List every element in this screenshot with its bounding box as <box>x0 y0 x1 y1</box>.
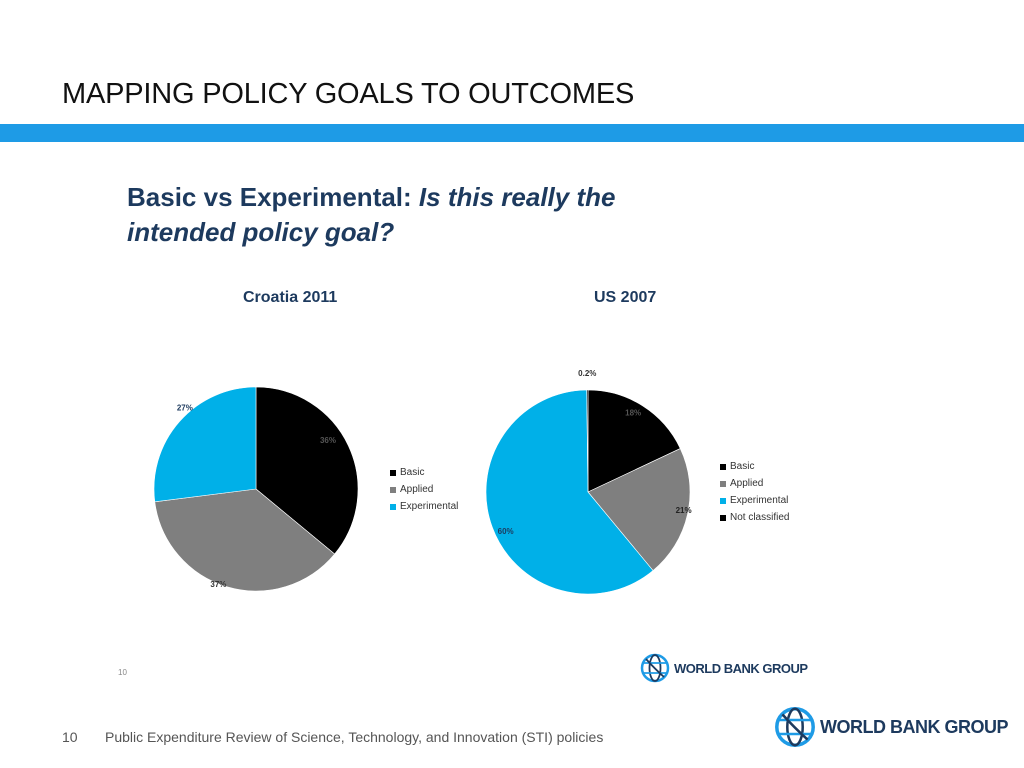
heading-italic-1: Is this really the <box>418 182 616 212</box>
title-accent-bar <box>0 124 1024 142</box>
legend-label: Applied <box>730 478 764 489</box>
croatia-legend-item-applied: Applied <box>390 481 458 498</box>
legend-label: Basic <box>400 467 425 478</box>
globe-icon <box>775 707 815 747</box>
us-legend: Basic Applied Experimental Not classified <box>720 458 789 526</box>
legend-swatch <box>390 503 396 510</box>
inner-logo-text: WORLD BANK GROUP <box>674 660 808 676</box>
croatia-legend-item-basic: Basic <box>390 464 458 481</box>
legend-label: Applied <box>400 484 434 495</box>
croatia-legend-item-experimental: Experimental <box>390 498 458 515</box>
us-slice-basic <box>587 389 681 493</box>
us-label-experimental: 60% <box>498 527 514 536</box>
legend-label: Experimental <box>730 495 789 506</box>
inner-logo: WORLD BANK GROUP <box>640 653 808 683</box>
us-slice-applied <box>587 448 691 572</box>
footer-text: Public Expenditure Review of Science, Te… <box>105 729 604 745</box>
us-label-applied: 21% <box>676 506 692 515</box>
legend-label: Basic <box>730 461 755 472</box>
legend-swatch <box>390 469 396 476</box>
legend-swatch <box>720 463 726 470</box>
page-number: 10 <box>62 729 78 745</box>
footer-logo-text: WORLD BANK GROUP <box>820 716 1009 737</box>
legend-swatch <box>720 480 726 487</box>
legend-label: Experimental <box>400 501 459 512</box>
inner-page-number: 10 <box>118 668 127 677</box>
legend-swatch <box>720 497 726 504</box>
croatia-legend: Basic Applied Experimental <box>390 464 458 515</box>
globe-icon <box>640 653 670 683</box>
us-slice-experimental <box>485 389 654 595</box>
legend-swatch <box>390 486 396 493</box>
us-chart-title: US 2007 <box>594 289 657 306</box>
footer-logo: WORLD BANK GROUP <box>774 706 1009 748</box>
us-legend-item-experimental: Experimental <box>720 492 789 509</box>
us-slice-not-classified <box>586 389 589 493</box>
us-label-basic: 18% <box>625 408 641 417</box>
us-label-not-classified: 0.2% <box>578 369 596 378</box>
croatia-label-basic: 36% <box>320 436 336 445</box>
us-legend-item-not-classified: Not classified <box>720 509 789 526</box>
heading-italic-2: intended policy goal? <box>127 217 395 247</box>
croatia-slice-applied <box>154 488 336 592</box>
croatia-slice-experimental <box>153 386 257 503</box>
us-pie: 18% 21% 60% 0.2% <box>485 369 692 595</box>
us-legend-item-applied: Applied <box>720 475 789 492</box>
slide-title: MAPPING POLICY GOALS TO OUTCOMES <box>62 78 635 110</box>
croatia-label-experimental: 27% <box>177 403 193 412</box>
croatia-chart-title: Croatia 2011 <box>243 289 338 306</box>
heading-normal: Basic vs Experimental: <box>127 182 419 212</box>
us-legend-item-basic: Basic <box>720 458 789 475</box>
croatia-label-applied: 37% <box>210 580 226 589</box>
croatia-pie: 36% 37% 27% <box>153 386 359 592</box>
croatia-slice-basic <box>255 386 359 555</box>
legend-label: Not classified <box>730 512 790 523</box>
legend-swatch <box>720 514 726 521</box>
chart-heading: Basic vs Experimental: Is this really th… <box>127 180 615 250</box>
